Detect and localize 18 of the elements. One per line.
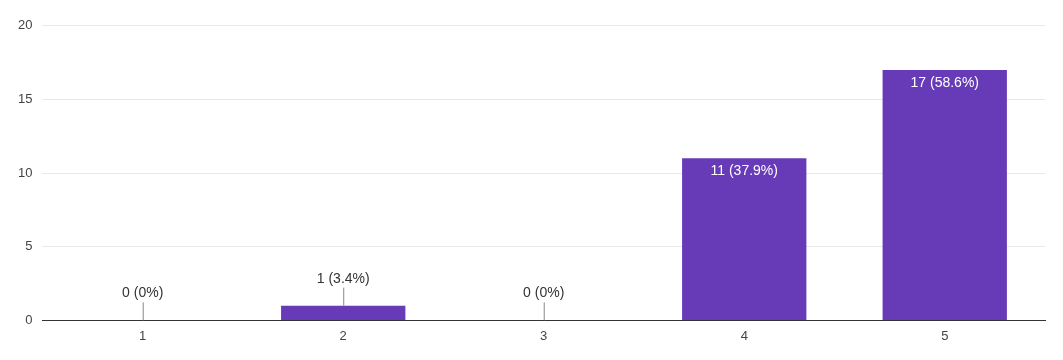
data-label: 0 (0%): [523, 284, 565, 301]
x-tick-label: 4: [740, 327, 748, 343]
x-tick-label: 3: [540, 327, 548, 343]
x-tick-label: 5: [941, 327, 949, 343]
y-tick-label: 15: [17, 91, 33, 107]
data-label: 1 (3.4%): [316, 269, 370, 286]
y-tick-label: 5: [25, 238, 33, 254]
x-tick-label: 2: [339, 327, 347, 343]
data-label: 17 (58.6%): [910, 73, 979, 90]
x-tick-label: 1: [139, 327, 147, 343]
data-label: 0 (0%): [122, 284, 164, 301]
data-label: 11 (37.9%): [710, 162, 778, 179]
y-tick-label: 10: [17, 164, 33, 180]
bar: [882, 69, 1007, 320]
bar: [281, 305, 406, 320]
y-tick-label: 0: [25, 311, 33, 327]
y-tick-label: 20: [17, 17, 33, 33]
bar: [682, 158, 807, 320]
